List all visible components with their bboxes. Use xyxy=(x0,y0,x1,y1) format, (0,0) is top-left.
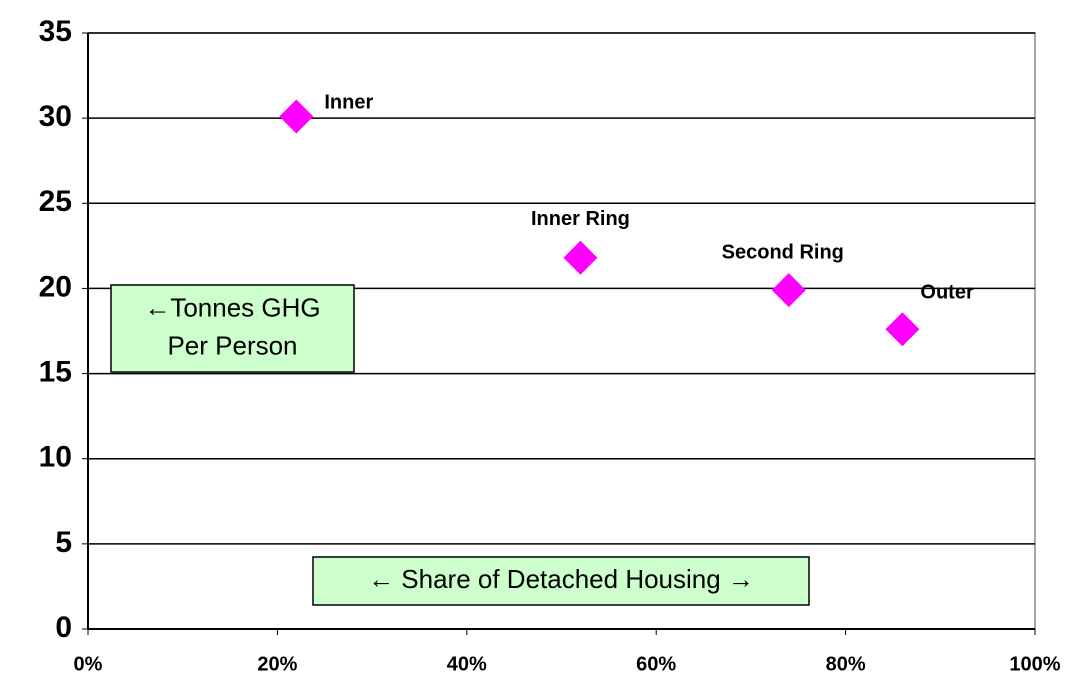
annotation-text: ← Share of Detached Housing → xyxy=(368,564,754,594)
annotation-box xyxy=(110,284,355,373)
y-tick-label: 30 xyxy=(39,100,72,133)
point-label: Second Ring xyxy=(722,241,844,263)
x-tick-label: 60% xyxy=(636,653,676,675)
point-label: Outer xyxy=(920,282,974,304)
y-tick-label: 25 xyxy=(39,185,72,218)
point xyxy=(279,99,314,134)
point xyxy=(771,273,806,308)
x-tick-label: 0% xyxy=(74,653,103,675)
y-tick-label: 35 xyxy=(39,15,72,48)
y-tick-label: 15 xyxy=(39,355,72,388)
y-tick-label: 5 xyxy=(55,526,72,559)
annotation-text: Per Person xyxy=(167,330,297,360)
annotation-text: ←Tonnes GHG xyxy=(144,292,320,322)
x-tick-label: 100% xyxy=(1009,653,1060,675)
point xyxy=(563,240,598,275)
x-tick-label: 80% xyxy=(826,653,866,675)
y-tick-label: 20 xyxy=(39,270,72,303)
point xyxy=(885,312,920,347)
x-tick-label: 40% xyxy=(447,653,487,675)
annotation-box xyxy=(312,556,810,606)
x-tick-label: 20% xyxy=(257,653,297,675)
point-label: Inner xyxy=(324,92,373,114)
point-label: Inner Ring xyxy=(531,208,630,230)
y-tick-label: 10 xyxy=(39,441,72,474)
y-tick-label: 0 xyxy=(55,611,72,644)
